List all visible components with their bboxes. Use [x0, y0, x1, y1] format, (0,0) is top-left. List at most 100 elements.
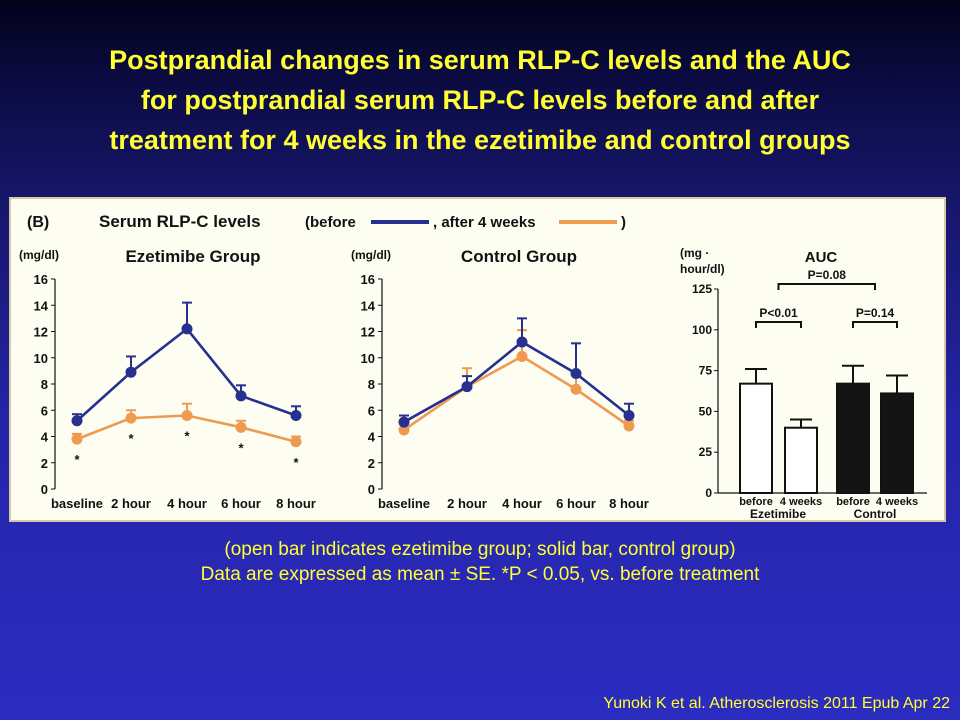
control-y-unit-label: (mg/dl) — [351, 248, 391, 262]
ezetimibe-significance-marker: * — [128, 431, 134, 446]
ezetimibe-y-tick-label: 4 — [41, 430, 49, 445]
ezetimibe-before-point — [235, 390, 247, 402]
ezetimibe-y-tick-label: 10 — [34, 351, 48, 366]
control-x-tick-label: 6 hour — [556, 496, 596, 511]
auc-bracket-P014-label: P=0.14 — [856, 306, 895, 320]
ezetimibe-x-tick-label: 4 hour — [167, 496, 207, 511]
control-y-tick-label: 0 — [368, 482, 375, 497]
control-after-4-weeks-point — [570, 383, 582, 395]
auc-x-tick-label: before — [836, 496, 870, 508]
auc-bar-chart: (mg · hour/dl) AUC 0 25 50 75 100 125 before 4 wee… — [680, 246, 927, 520]
control-y-tick-label: 16 — [361, 272, 375, 287]
auc-bracket-P008-label: P=0.08 — [808, 268, 847, 282]
ezetimibe-y-unit-label: (mg/dl) — [19, 248, 59, 262]
control-y-tick-label: 4 — [368, 430, 376, 445]
control-chart-title: Control Group — [461, 247, 577, 266]
control-y-tick-label: 12 — [361, 325, 375, 340]
slide-title: Postprandial changes in serum RLP-C leve… — [0, 40, 960, 160]
title-line-1: Postprandial changes in serum RLP-C leve… — [109, 45, 851, 75]
figure-header-title: Serum RLP-C levels — [99, 212, 261, 231]
control-before-point — [570, 368, 582, 379]
control-x-tick-label: 2 hour — [447, 496, 487, 511]
auc-y-unit-label-2: hour/dl) — [680, 262, 725, 276]
ezetimibe-x-tick-label: 8 hour — [276, 496, 316, 511]
ezetimibe-after-4-weeks-point — [181, 410, 193, 421]
control-before-point — [516, 336, 528, 348]
control-after-4-weeks-point — [516, 350, 528, 362]
citation: Yunoki K et al. Atherosclerosis 2011 Epu… — [603, 695, 950, 712]
control-y-tick-label: 10 — [361, 351, 375, 366]
ezetimibe-y-tick-label: 14 — [34, 298, 49, 313]
auc-y-unit-label-1: (mg · — [680, 246, 709, 260]
ezetimibe-y-tick-label: 0 — [41, 482, 48, 497]
control-after-4-weeks-point — [398, 424, 410, 436]
ezetimibe-significance-marker: * — [293, 455, 299, 470]
control-y-tick-label: 14 — [361, 298, 376, 313]
ezetimibe-before-point — [71, 415, 83, 427]
auc-y-tick-label: 50 — [699, 404, 713, 418]
control-y-tick-label: 8 — [368, 377, 375, 392]
ezetimibe-y-tick-label: 2 — [41, 456, 48, 471]
auc-x-tick-label: 4 weeks — [780, 496, 822, 508]
figure-caption: (open bar indicates ezetimibe group; sol… — [0, 537, 960, 587]
title-line-2: for postprandial serum RLP-C levels befo… — [140, 85, 820, 115]
control-x-tick-label: 4 hour — [502, 496, 542, 511]
ezetimibe-before-point — [290, 410, 302, 421]
ezetimibe-chart-title: Ezetimibe Group — [125, 247, 260, 266]
ezetimibe-y-tick-label: 6 — [41, 403, 48, 418]
auc-y-tick-label: 125 — [692, 282, 712, 296]
auc-bracket-P008 — [777, 283, 876, 290]
ezetimibe-y-tick-label: 16 — [34, 272, 48, 287]
control-after-4-weeks-point — [623, 420, 635, 432]
control-y-tick-label: 2 — [368, 456, 375, 471]
ezetimibe-after-4-weeks-point — [290, 436, 302, 448]
control-after-4-weeks-series-line — [403, 354, 630, 432]
caption-line-1: (open bar indicates ezetimibe group; sol… — [224, 539, 736, 560]
ezetimibe-after-4-weeks-point — [125, 412, 137, 424]
auc-chart-title: AUC — [805, 249, 838, 266]
auc-bracket-P014 — [852, 321, 898, 328]
figure-panel: (B) Serum RLP-C levels (before , after 4… — [9, 197, 946, 522]
ezetimibe-before-point — [125, 366, 137, 378]
control-x-tick-label: 8 hour — [609, 496, 649, 511]
ezetimibe-significance-marker: * — [184, 429, 190, 444]
auc-y-tick-label: 75 — [699, 364, 713, 378]
auc-x-tick-label: before — [739, 496, 773, 508]
auc-bar-solid — [836, 382, 870, 495]
auc-x-tick-label: 4 weeks — [876, 496, 918, 508]
ezetimibe-after-4-weeks-point — [71, 433, 83, 445]
legend-close: ) — [621, 214, 626, 231]
ezetimibe-x-tick-label: baseline — [51, 496, 103, 511]
control-line-chart: (mg/dl) Control Group 0 2 4 6 8 10 12 14 16 baselin… — [351, 247, 649, 511]
ezetimibe-after-4-weeks-point — [235, 421, 247, 433]
control-y-tick-label: 6 — [368, 403, 375, 418]
control-before-series-line — [403, 340, 630, 424]
auc-bar-open — [739, 382, 773, 495]
auc-bracket-P001 — [755, 321, 802, 328]
auc-y-tick-label: 100 — [692, 323, 712, 337]
control-before-point — [623, 410, 635, 421]
figure-svg: (B) Serum RLP-C levels (before , after 4… — [19, 212, 927, 520]
ezetimibe-x-tick-label: 2 hour — [111, 496, 151, 511]
auc-group-label: Ezetimibe — [750, 507, 806, 520]
control-before-point — [398, 416, 410, 428]
auc-bar-solid — [880, 392, 914, 494]
control-before-point — [461, 381, 473, 393]
ezetimibe-x-tick-label: 6 hour — [221, 496, 261, 511]
legend-after-label: , after 4 weeks — [433, 214, 536, 231]
ezetimibe-significance-marker: * — [238, 440, 244, 455]
auc-y-tick-label: 0 — [705, 486, 712, 500]
title-line-3: treatment for 4 weeks in the ezetimibe a… — [109, 125, 851, 155]
ezetimibe-y-tick-label: 8 — [41, 377, 48, 392]
ezetimibe-line-chart: (mg/dl) Ezetimibe Group 0 2 4 6 8 10 12 14 16 basel… — [19, 247, 316, 511]
auc-bracket-P001-label: P<0.01 — [759, 306, 798, 320]
auc-bar-open — [784, 426, 818, 494]
control-x-tick-label: baseline — [378, 496, 430, 511]
ezetimibe-before-point — [181, 323, 193, 335]
ezetimibe-y-tick-label: 12 — [34, 325, 48, 340]
legend-before-label: (before — [305, 214, 356, 231]
auc-group-label: Control — [854, 507, 897, 520]
panel-label: (B) — [27, 214, 49, 231]
caption-line-2: Data are expressed as mean ± SE. *P < 0.… — [200, 564, 760, 585]
ezetimibe-significance-marker: * — [74, 452, 80, 467]
